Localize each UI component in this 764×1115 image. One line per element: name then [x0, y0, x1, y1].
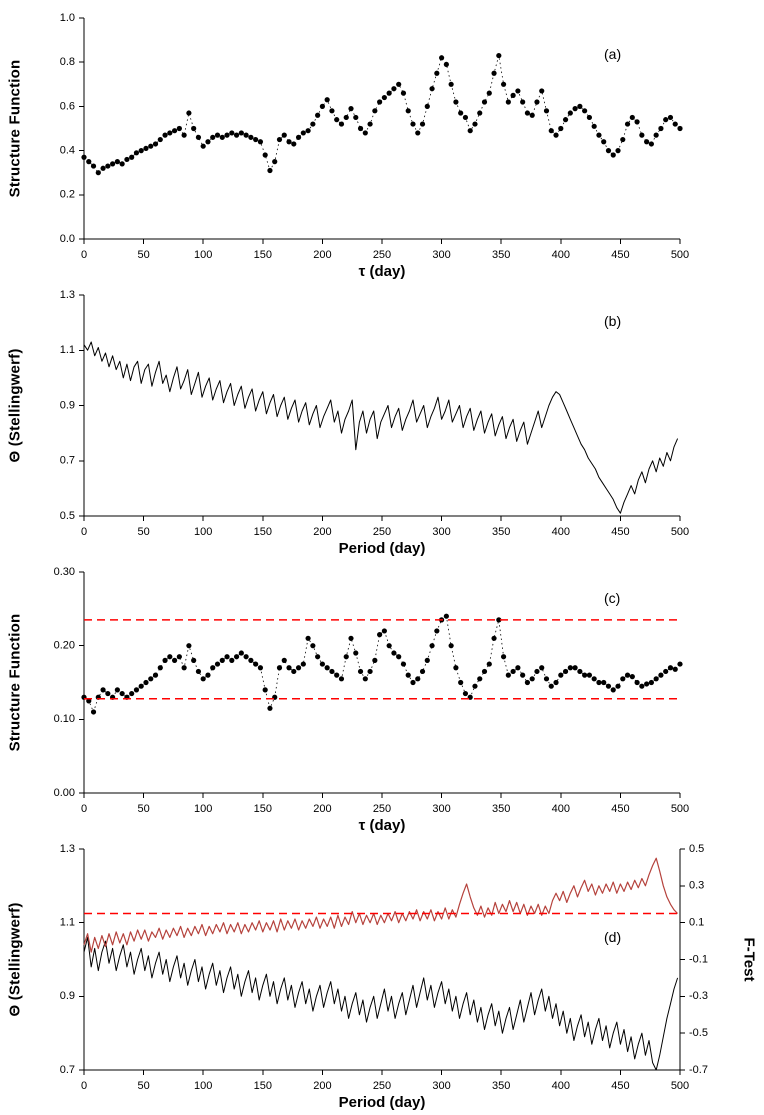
- svg-text:400: 400: [552, 249, 570, 261]
- svg-text:250: 250: [373, 803, 391, 815]
- panel-d-y-axis-label: Θ (Stellingwerf): [6, 902, 24, 1017]
- svg-text:0.4: 0.4: [60, 145, 75, 157]
- svg-text:400: 400: [552, 803, 570, 815]
- panel-d: 0 50 100 150 200 250 300 350 400 450 500 0.7 0.9 1.1 1…: [0, 837, 764, 1114]
- svg-text:450: 450: [611, 526, 629, 538]
- svg-text:350: 350: [492, 1080, 510, 1092]
- panel-c: 0 50 100 150 200 250 300 350 400 450 500 0.00 0.10 0.…: [0, 560, 764, 837]
- svg-text:100: 100: [194, 526, 212, 538]
- svg-text:0: 0: [81, 526, 87, 538]
- svg-text:500: 500: [671, 249, 689, 261]
- panel-d-right-axis-label: F-Test: [740, 937, 758, 982]
- svg-text:100: 100: [194, 803, 212, 815]
- svg-text:300: 300: [432, 249, 450, 261]
- svg-text:300: 300: [432, 526, 450, 538]
- svg-text:200: 200: [313, 526, 331, 538]
- panel-b: 0 50 100 150 200 250 300 350 400 450 500 0.5 0.7 0.9 1…: [0, 283, 764, 560]
- svg-text:50: 50: [137, 249, 149, 261]
- svg-text:0.10: 0.10: [54, 713, 75, 725]
- svg-text:0.8: 0.8: [60, 56, 75, 68]
- svg-text:200: 200: [313, 803, 331, 815]
- svg-text:50: 50: [137, 803, 149, 815]
- panel-b-x-axis-label: Period (day): [338, 540, 426, 557]
- svg-text:200: 200: [313, 1080, 331, 1092]
- svg-text:250: 250: [373, 526, 391, 538]
- svg-text:150: 150: [254, 1080, 272, 1092]
- panel-a-x-axis-label: τ (day): [358, 263, 406, 280]
- svg-text:50: 50: [137, 1080, 149, 1092]
- svg-text:400: 400: [552, 1080, 570, 1092]
- panel-b-y-axis-label: Θ (Stellingwerf): [6, 348, 24, 463]
- panel-c-x-axis-label: τ (day): [358, 817, 406, 834]
- svg-text:350: 350: [492, 803, 510, 815]
- panel-d-letter: (d): [604, 929, 622, 945]
- panel-a-letter: (a): [604, 46, 622, 62]
- panel-b-plot: 0 50 100 150 200 250 300 350 400 450 500 0.5 0.7 0.9 1…: [60, 289, 689, 538]
- svg-text:0.3: 0.3: [689, 880, 704, 892]
- panel-c-plot: 0 50 100 150 200 250 300 350 400 450 500 0.00 0.10 0.…: [54, 566, 690, 815]
- panel-a-y-axis-label: Structure Function: [6, 59, 24, 198]
- svg-text:250: 250: [373, 1080, 391, 1092]
- svg-text:450: 450: [611, 1080, 629, 1092]
- svg-text:450: 450: [611, 803, 629, 815]
- svg-text:0.5: 0.5: [60, 510, 75, 522]
- panel-b-letter: (b): [604, 313, 622, 329]
- svg-text:300: 300: [432, 803, 450, 815]
- svg-text:0.1: 0.1: [689, 917, 704, 929]
- svg-text:-0.7: -0.7: [689, 1064, 708, 1076]
- svg-text:-0.1: -0.1: [689, 953, 708, 965]
- svg-text:150: 150: [254, 249, 272, 261]
- svg-text:0.9: 0.9: [60, 399, 75, 411]
- svg-text:0.30: 0.30: [54, 566, 75, 578]
- svg-text:0.00: 0.00: [54, 787, 75, 799]
- svg-text:200: 200: [313, 249, 331, 261]
- svg-text:1.3: 1.3: [60, 843, 75, 855]
- svg-text:0: 0: [81, 1080, 87, 1092]
- svg-text:1.1: 1.1: [60, 344, 75, 356]
- svg-text:300: 300: [432, 1080, 450, 1092]
- svg-text:350: 350: [492, 526, 510, 538]
- svg-text:0.7: 0.7: [60, 1064, 75, 1076]
- svg-text:1.3: 1.3: [60, 289, 75, 301]
- svg-text:0.5: 0.5: [689, 843, 704, 855]
- svg-text:150: 150: [254, 803, 272, 815]
- svg-text:150: 150: [254, 526, 272, 538]
- panel-a-plot: 0 50 100 150 200 250 300 350 400 450 500 0.0 0.2 0.4 0…: [60, 12, 689, 261]
- svg-text:0: 0: [81, 249, 87, 261]
- svg-text:0.2: 0.2: [60, 189, 75, 201]
- svg-text:400: 400: [552, 526, 570, 538]
- panel-d-plot: 0 50 100 150 200 250 300 350 400 450 500 0.7 0.9 1.1 1…: [60, 843, 708, 1092]
- svg-text:500: 500: [671, 1080, 689, 1092]
- svg-text:500: 500: [671, 803, 689, 815]
- svg-text:350: 350: [492, 249, 510, 261]
- svg-text:1.1: 1.1: [60, 917, 75, 929]
- panel-c-letter: (c): [604, 590, 621, 606]
- svg-text:0.0: 0.0: [60, 233, 75, 245]
- svg-text:450: 450: [611, 249, 629, 261]
- svg-text:0.7: 0.7: [60, 455, 75, 467]
- svg-text:-0.5: -0.5: [689, 1027, 708, 1039]
- panel-c-y-axis-label: Structure Function: [6, 613, 24, 752]
- svg-text:50: 50: [137, 526, 149, 538]
- panel-d-x-axis-label: Period (day): [338, 1094, 426, 1111]
- svg-text:500: 500: [671, 526, 689, 538]
- svg-text:250: 250: [373, 249, 391, 261]
- svg-text:0: 0: [81, 803, 87, 815]
- svg-text:0.20: 0.20: [54, 640, 75, 652]
- svg-text:100: 100: [194, 249, 212, 261]
- svg-text:1.0: 1.0: [60, 12, 75, 24]
- svg-text:-0.3: -0.3: [689, 990, 708, 1002]
- svg-text:0.6: 0.6: [60, 100, 75, 112]
- panel-a: 0 50 100 150 200 250 300 350 400 450 500 0.0 0.2 0.4 0…: [0, 6, 764, 283]
- svg-text:100: 100: [194, 1080, 212, 1092]
- svg-text:0.9: 0.9: [60, 990, 75, 1002]
